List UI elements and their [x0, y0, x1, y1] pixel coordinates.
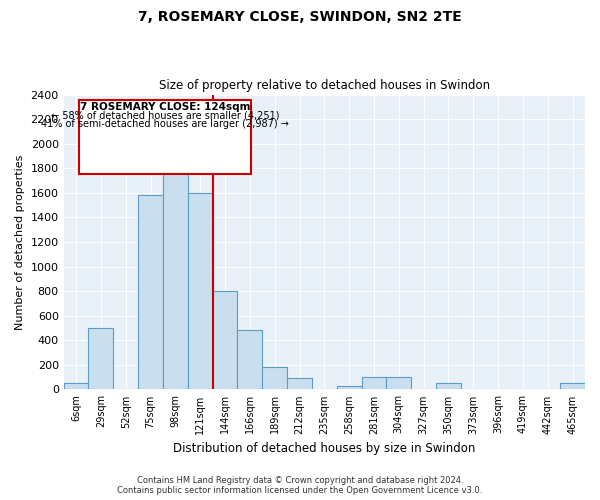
Bar	[212, 291, 238, 390]
Bar	[238, 330, 262, 390]
Bar	[436, 384, 461, 390]
Text: ← 58% of detached houses are smaller (4,251): ← 58% of detached houses are smaller (4,…	[51, 111, 280, 121]
Text: Contains HM Land Registry data © Crown copyright and database right 2024.
Contai: Contains HM Land Registry data © Crown c…	[118, 476, 482, 495]
Bar	[88, 328, 113, 390]
Bar	[138, 196, 163, 390]
Bar	[262, 366, 287, 390]
Text: 7 ROSEMARY CLOSE: 124sqm: 7 ROSEMARY CLOSE: 124sqm	[80, 102, 251, 112]
Bar	[163, 150, 188, 390]
Text: 41% of semi-detached houses are larger (2,987) →: 41% of semi-detached houses are larger (…	[41, 118, 289, 128]
Bar	[287, 378, 312, 390]
Text: 7, ROSEMARY CLOSE, SWINDON, SN2 2TE: 7, ROSEMARY CLOSE, SWINDON, SN2 2TE	[138, 10, 462, 24]
Bar	[362, 377, 386, 390]
Bar	[386, 377, 411, 390]
Bar	[337, 386, 362, 390]
Bar	[188, 193, 212, 390]
FancyBboxPatch shape	[79, 100, 251, 174]
Y-axis label: Number of detached properties: Number of detached properties	[15, 154, 25, 330]
X-axis label: Distribution of detached houses by size in Swindon: Distribution of detached houses by size …	[173, 442, 476, 455]
Bar	[64, 384, 88, 390]
Title: Size of property relative to detached houses in Swindon: Size of property relative to detached ho…	[159, 79, 490, 92]
Bar	[560, 384, 585, 390]
